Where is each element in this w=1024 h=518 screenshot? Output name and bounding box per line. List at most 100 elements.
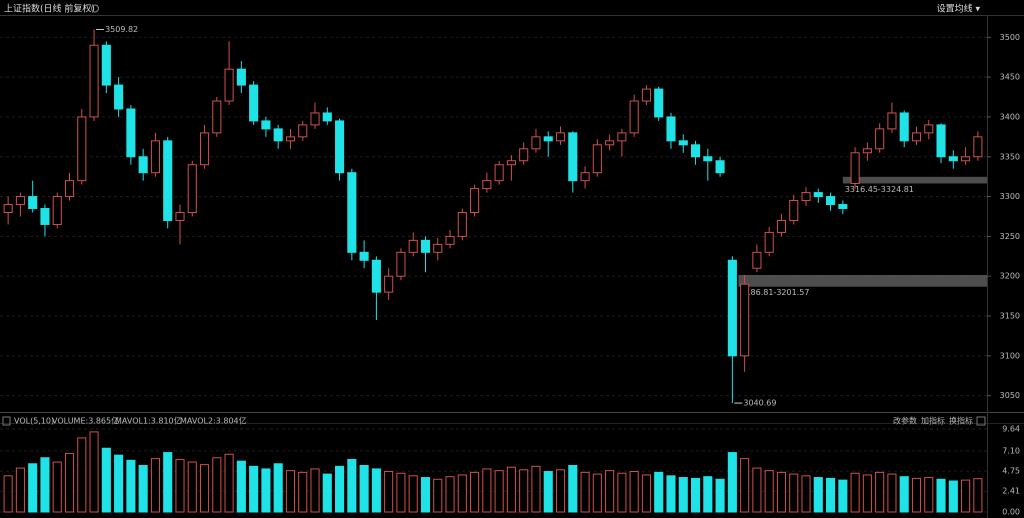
volume-bar [764, 470, 774, 513]
y-tick-label: 3350 [1000, 152, 1020, 161]
candle-body [666, 116, 676, 142]
volume-bar [101, 447, 111, 513]
candle-body [531, 136, 541, 150]
candle-body [850, 152, 860, 184]
candle-body [40, 208, 50, 225]
candle-body [555, 132, 566, 142]
candle-body [212, 100, 222, 134]
candle-body [936, 124, 946, 158]
volume-bar [40, 457, 50, 513]
volume-bar [740, 458, 750, 513]
volume-bar [789, 473, 799, 513]
volume-bar [64, 452, 75, 513]
candle-body [654, 88, 664, 118]
volume-bar [494, 470, 504, 513]
button[interactable]: 换指标 [949, 416, 973, 426]
candle-body [973, 136, 983, 158]
y-tick-label: 2.41 [1002, 487, 1020, 496]
volume-bar [911, 477, 922, 513]
candle-body [433, 243, 443, 253]
volume-bar [838, 479, 848, 513]
button[interactable]: 加指标 [921, 416, 945, 426]
ma-settings[interactable]: 设置均线 ▾ [937, 3, 981, 15]
candle-body [801, 192, 811, 202]
volume-bar [555, 469, 566, 513]
volume-bar [641, 474, 651, 513]
volume-bar [396, 472, 406, 513]
candle-body [494, 164, 504, 182]
close-button[interactable] [976, 416, 986, 426]
volume-bar [114, 454, 124, 513]
candle-body [641, 88, 651, 102]
volume-bar [261, 468, 271, 513]
volume-bar [457, 474, 467, 513]
volume-bar [445, 476, 455, 513]
volume-bar [519, 469, 529, 513]
volume-bar [187, 461, 197, 513]
gap-label: 3316.45-3324.81 [845, 185, 914, 194]
candle-body [764, 231, 774, 253]
candle-body [482, 180, 492, 190]
y-tick-label: 3500 [1000, 33, 1020, 42]
y-tick-label: 3050 [1000, 391, 1020, 400]
candle-body [101, 44, 111, 86]
gap-label: 3186.81-3201.57 [740, 288, 809, 297]
gap-band [842, 176, 987, 184]
candle-body [813, 192, 823, 198]
button[interactable]: 改参数 [893, 416, 917, 426]
candle-body [924, 124, 934, 134]
candle-body [261, 120, 271, 130]
candle-body [224, 68, 234, 102]
candle-body [310, 112, 320, 126]
vol-title: VOL(5,10) [14, 417, 54, 426]
candle-body [752, 251, 762, 269]
help-icon[interactable] [2, 416, 11, 426]
volume-bar [813, 477, 823, 513]
volume-bar [371, 468, 381, 513]
candle-body [580, 172, 590, 182]
volume-bar [826, 477, 836, 513]
candle-body [77, 116, 87, 182]
candle-body [887, 112, 897, 130]
volume-bar [862, 474, 872, 513]
candle-body [273, 128, 283, 142]
low-label: 3040.69 [743, 399, 776, 408]
volume-bar [199, 464, 210, 513]
volume-bar [236, 460, 246, 513]
volume-bar [936, 478, 946, 513]
candle-body [690, 144, 701, 158]
candle-body [64, 180, 75, 198]
volume-bar [948, 480, 958, 513]
candle-body [187, 164, 197, 213]
y-tick-label: 3300 [1000, 192, 1020, 201]
candle-body [138, 156, 148, 174]
candle-body [408, 239, 418, 253]
volume-bar [77, 437, 87, 513]
volume-bar [715, 478, 725, 513]
volume-bar [703, 476, 713, 513]
volume-bar [506, 466, 516, 513]
candle-body [776, 219, 787, 233]
candle-body [3, 204, 13, 213]
candle-body [838, 204, 848, 210]
candle-body [126, 108, 136, 158]
candle-body [420, 239, 431, 253]
volume-bar [470, 471, 480, 513]
settings-icon[interactable] [91, 4, 99, 13]
vol-readout: MAVOL1:3.810亿 [115, 416, 182, 426]
candle-body [948, 156, 958, 162]
volume-bar [531, 465, 541, 513]
candle-body [543, 136, 553, 142]
volume-bar [580, 471, 590, 513]
candle-body [470, 188, 480, 213]
volume-bar [801, 475, 811, 513]
volume-bar [727, 452, 737, 513]
candle-body [605, 140, 615, 146]
candle-body [384, 275, 394, 293]
volume-bar [175, 458, 185, 513]
candle-body [703, 156, 713, 162]
candle-body [347, 172, 357, 253]
volume-bar [224, 453, 234, 513]
volume-bar [28, 463, 38, 513]
volume-bar [298, 471, 308, 513]
